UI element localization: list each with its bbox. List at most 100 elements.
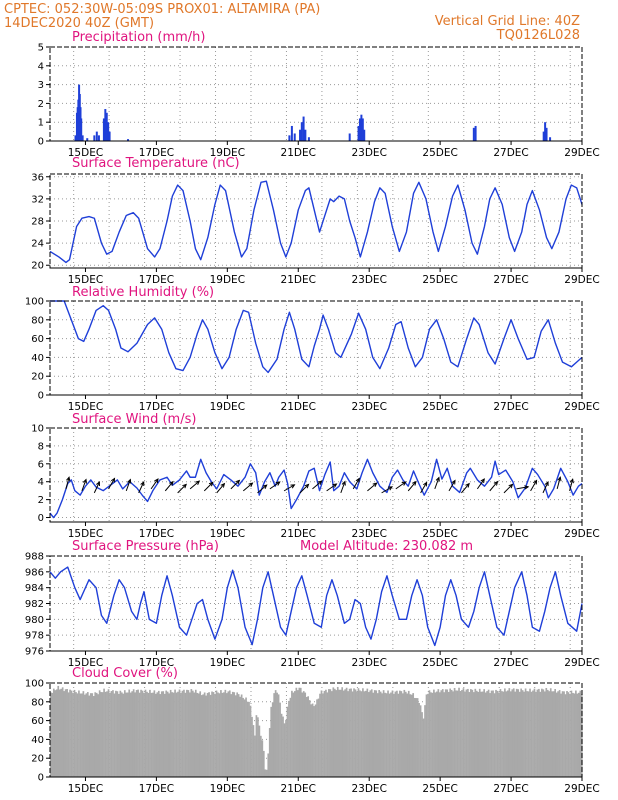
wind-arrow [216, 482, 226, 494]
cloud-bar [437, 689, 440, 777]
cloud-bar [484, 692, 487, 777]
cloud-bar [526, 691, 528, 777]
wind-arrow [530, 479, 538, 492]
y-tick-label: 20 [31, 261, 44, 272]
precip-bar [300, 122, 303, 141]
cloud-bar [274, 690, 277, 777]
cloud-bar [404, 691, 407, 777]
cloud-bar [492, 690, 494, 777]
cloud-bar [551, 691, 554, 777]
wind-arrow-shaft [556, 477, 561, 490]
cloud-bar [455, 690, 457, 777]
cloud-bar [338, 689, 341, 777]
cloud-bar [220, 690, 222, 777]
cloud-bar [84, 694, 86, 777]
wind-arrow-shaft [407, 481, 417, 492]
y-tick-label: 980 [25, 615, 44, 626]
x-tick-label: 25DEC [422, 401, 457, 413]
x-tick-label: 21DEC [281, 401, 316, 413]
cloud-bar [203, 692, 206, 777]
cloud-bar [277, 694, 280, 777]
cloud-bar [564, 694, 567, 777]
wind-arrow-shaft [283, 484, 295, 492]
wind-arrow-shaft [367, 482, 377, 492]
wind-arrow [352, 477, 360, 490]
cloud-bar [106, 691, 108, 777]
x-tick-label: 29DEC [564, 401, 599, 413]
precip-bar [545, 127, 548, 141]
wind-arrow [283, 484, 296, 492]
wind-arrow [150, 478, 159, 490]
cloud-bar [443, 692, 446, 777]
wind-arrow-shaft [326, 483, 337, 492]
humidity-panel: 0 20 40 60 80 100 15DEC 17DEC 19DEC 21DEC 23DEC 25D… [25, 285, 600, 413]
cloud-bar [325, 689, 327, 777]
wind-arrow-head [423, 481, 428, 487]
wind-arrow [81, 478, 87, 492]
cloud-bar [456, 690, 459, 777]
wind-arrow-shaft [242, 482, 253, 492]
cloud-bar [242, 697, 244, 777]
cloud-bar [453, 687, 456, 777]
cloud-bar [508, 688, 511, 777]
precip-bar [542, 131, 545, 141]
cloud-bar [520, 688, 522, 777]
wind-arrow [448, 479, 456, 492]
wind-arrow [138, 480, 145, 494]
y-tick-label: 988 [25, 552, 44, 563]
cloud-bar [496, 690, 499, 777]
header-location: CPTEC: 052:30W-05:09S PROX01: ALTAMIRA (… [4, 2, 320, 17]
wind-arrow [569, 478, 574, 492]
cloud-bar [354, 689, 357, 777]
wind-arrow [312, 480, 323, 490]
cloud-bar [286, 706, 289, 777]
cloud-bar [416, 698, 419, 777]
cloud-bar [103, 688, 105, 777]
cloud-bar [348, 688, 351, 777]
cloud-bar [461, 689, 463, 777]
cloud-bar [552, 691, 555, 777]
x-tick-label: 21DEC [281, 783, 316, 795]
cloud-bar [548, 691, 551, 777]
cloud-bar [307, 696, 310, 777]
cloud-bar [233, 692, 236, 777]
wind-arrow-shaft [448, 480, 456, 492]
cloud-bar [123, 690, 126, 777]
cloud-bar [296, 690, 299, 777]
y-tick-label: 0 [38, 513, 44, 524]
x-tick-label: 27DEC [493, 147, 528, 159]
cloud-bar [515, 688, 518, 777]
x-tick-label: 23DEC [351, 274, 386, 286]
cloud-bar [399, 690, 401, 777]
wind-arrow-head [110, 477, 116, 483]
cloud-bar [317, 698, 320, 777]
cloud-bar [223, 692, 225, 777]
cloud-bar [143, 692, 145, 777]
precip-bar [363, 129, 366, 141]
cloud-bar [458, 687, 460, 777]
cloud-bar [227, 691, 230, 777]
cloud-bar [397, 693, 400, 777]
cloud-bar [470, 689, 472, 777]
cloud-bar [362, 688, 364, 777]
cloud-bar [480, 691, 483, 777]
wind-arrow-shaft [108, 478, 115, 490]
wind-arrow-head [169, 480, 174, 486]
y-tick-label: 0 [38, 773, 44, 784]
cloud-bar [323, 690, 326, 777]
cloud-bar [113, 693, 116, 777]
cloud-bar [342, 690, 345, 777]
cloud-bar [196, 692, 199, 777]
header-run-time: 14DEC2020 40Z (GMT) [4, 16, 154, 31]
cloud-bar [177, 691, 179, 777]
cloud-bar [166, 691, 169, 777]
wind-arrow-head [465, 482, 470, 488]
cloud-bar [61, 687, 64, 777]
cloud-bar [481, 691, 484, 777]
cloud-bar [140, 689, 142, 777]
cloud-bar [385, 693, 388, 777]
wind-arrow-shaft [216, 483, 225, 494]
cloud-bar [319, 693, 321, 777]
wind-arrow-head [82, 478, 87, 484]
x-tick-label: 19DEC [210, 401, 245, 413]
